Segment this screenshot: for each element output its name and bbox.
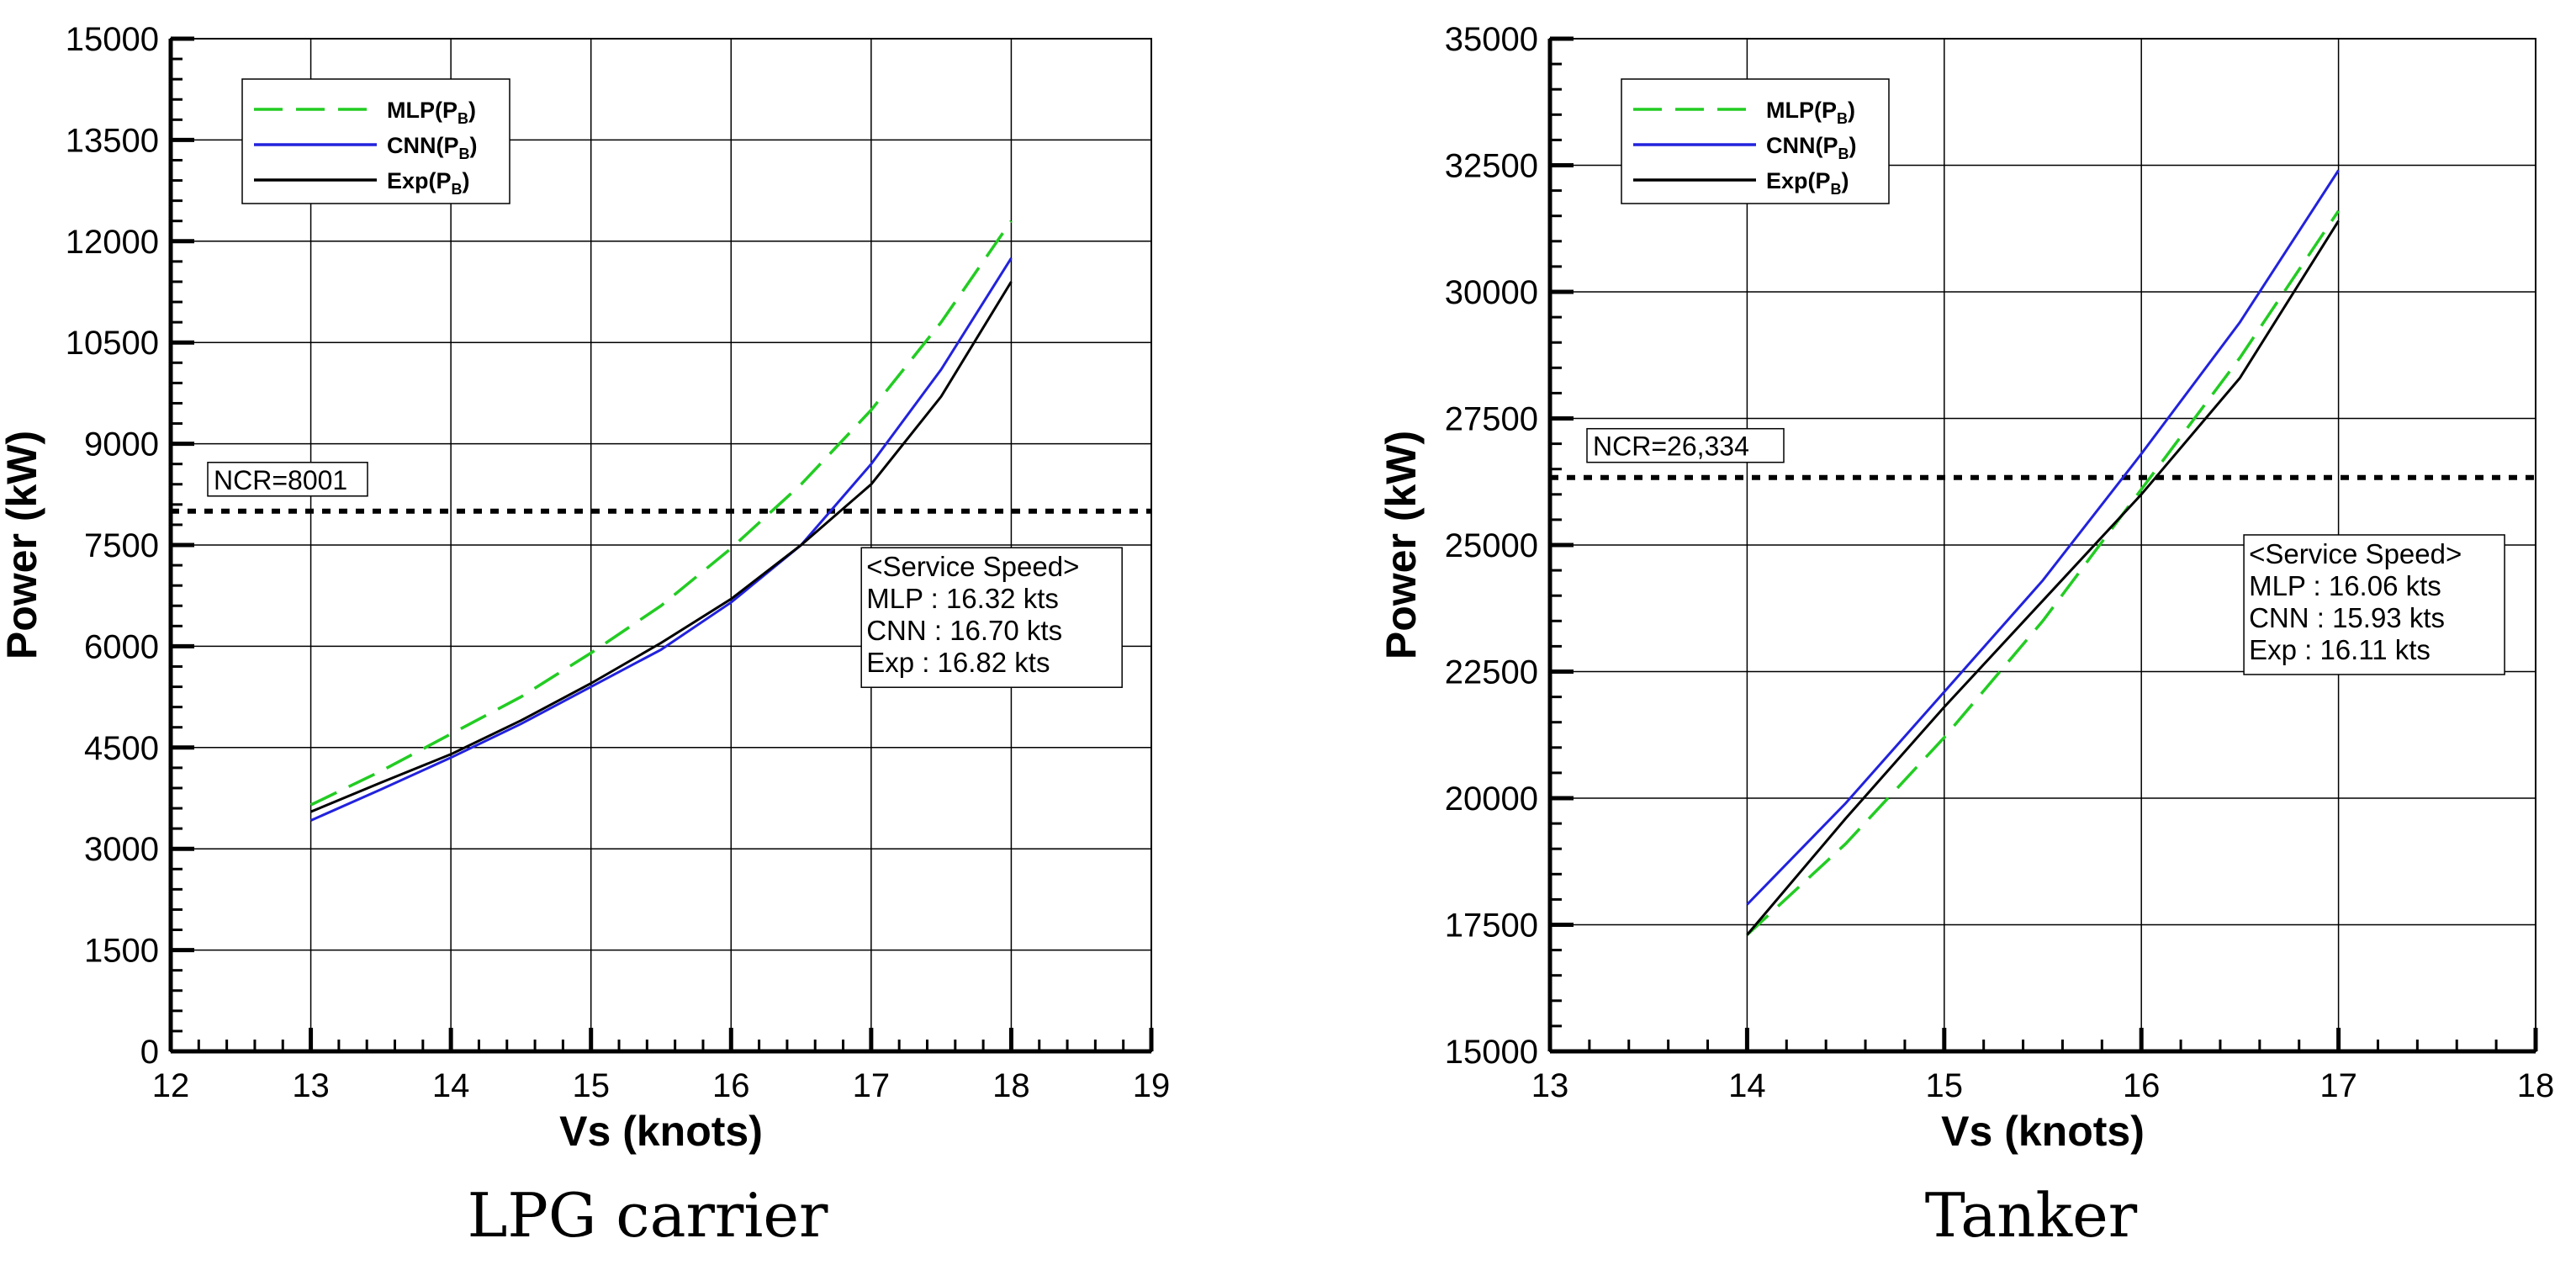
- chart-1: 12 13 14 15 16 17 18 19 0 1500 3000 4500 6000 7500 900…: [0, 21, 1170, 1251]
- x-tick-label: 15: [572, 1067, 610, 1104]
- legend-subscript: B: [1837, 110, 1848, 127]
- legend-entry-mlp: MLP(PB): [1766, 98, 1855, 127]
- y-tick-label: 15000: [66, 21, 159, 58]
- y-axis-title: Power (kW): [1378, 431, 1425, 659]
- legend-entry-exp: Exp(PB): [387, 168, 470, 198]
- legend-entry-mlp: MLP(PB): [387, 98, 476, 127]
- x-tick-label: 16: [712, 1067, 750, 1104]
- x-tick-label: 18: [992, 1067, 1030, 1104]
- series-line-mlp: [1746, 209, 2341, 936]
- legend-subscript: B: [458, 110, 468, 127]
- y-tick-label: 27500: [1445, 401, 1538, 438]
- legend-paren: (P: [1816, 133, 1838, 158]
- legend-entry-cnn: CNN(PB): [1766, 133, 1857, 162]
- y-tick-label: 15000: [1445, 1034, 1538, 1071]
- x-tick-label: 19: [1133, 1067, 1171, 1104]
- series-line-exp: [1746, 220, 2340, 936]
- legend-entry-cnn: CNN(PB): [387, 133, 478, 162]
- legend-box: [1621, 78, 1890, 204]
- legend-paren: (P: [1808, 168, 1831, 193]
- series-line-mlp: [309, 220, 1013, 807]
- legend-subscript: B: [1831, 181, 1842, 198]
- legend-box: [241, 78, 510, 204]
- service-speed-box: [860, 547, 1123, 688]
- x-tick-label: 17: [2319, 1067, 2357, 1104]
- y-tick-label: 6000: [84, 628, 159, 665]
- y-tick-label: 25000: [1445, 527, 1538, 564]
- y-tick-label: 20000: [1445, 781, 1538, 818]
- chart-2: 13 14 15 16 17 18 15000 17500 20000 22500 25000 275…: [1378, 21, 2554, 1251]
- x-tick-label: 13: [1531, 1067, 1569, 1104]
- ncr-label: NCR=8001: [214, 465, 347, 495]
- legend-entry-exp: Exp(PB): [1766, 168, 1849, 198]
- y-tick-label: 12000: [66, 224, 159, 261]
- x-tick-label: 13: [292, 1067, 330, 1104]
- y-tick-label: 4500: [84, 730, 159, 767]
- y-tick-label: 10500: [66, 325, 159, 362]
- x-tick-label: 15: [1926, 1067, 1964, 1104]
- y-tick-label: 35000: [1445, 21, 1538, 58]
- x-tick-label: 12: [152, 1067, 190, 1104]
- service-speed-line: CNN : 15.93 kts: [2249, 602, 2445, 633]
- y-tick-label: 9000: [84, 426, 159, 463]
- y-tick-label: 1500: [84, 933, 159, 970]
- service-speed-line: Exp : 16.82 kts: [866, 647, 1050, 678]
- x-tick-label: 14: [432, 1067, 470, 1104]
- legend-paren: ): [463, 168, 470, 193]
- y-tick-label: 13500: [66, 122, 159, 159]
- chart-caption: Tanker: [1925, 1180, 2138, 1251]
- ncr-label-box: [207, 462, 368, 497]
- service-speed-line: MLP : 16.32 kts: [866, 583, 1059, 614]
- ncr-label-box: [1586, 427, 1785, 463]
- legend-subscript: B: [1838, 146, 1849, 162]
- chart-caption: LPG carrier: [468, 1180, 828, 1251]
- legend-paren: ): [1848, 98, 1855, 123]
- y-tick-label: 30000: [1445, 274, 1538, 311]
- series-line-exp: [310, 281, 1013, 813]
- service-speed-line: <Service Speed>: [2249, 538, 2462, 569]
- legend-series-name: Exp: [1766, 168, 1808, 193]
- legend-subscript: B: [459, 146, 470, 162]
- series-line-cnn: [1746, 169, 2340, 906]
- x-axis-title: Vs (knots): [559, 1108, 763, 1155]
- legend-paren: ): [470, 133, 478, 158]
- ncr-label: NCR=26,334: [1593, 431, 1749, 462]
- legend-series-name: Exp: [387, 168, 429, 193]
- y-tick-label: 32500: [1445, 148, 1538, 185]
- legend-paren: ): [1849, 133, 1857, 158]
- y-tick-label: 7500: [84, 527, 159, 564]
- legend-series-name: CNN: [387, 133, 436, 158]
- service-speed-box: [2243, 534, 2505, 675]
- x-axis-title: Vs (knots): [1941, 1108, 2145, 1155]
- y-tick-label: 22500: [1445, 654, 1538, 691]
- legend-series-name: CNN: [1766, 133, 1816, 158]
- service-speed-line: <Service Speed>: [866, 551, 1079, 582]
- legend-paren: (P: [429, 168, 452, 193]
- legend-paren: (P: [436, 133, 459, 158]
- service-speed-line: MLP : 16.06 kts: [2249, 570, 2441, 601]
- legend-series-name: MLP: [387, 98, 435, 123]
- x-tick-label: 16: [2123, 1067, 2161, 1104]
- x-tick-label: 18: [2517, 1067, 2555, 1104]
- series-line-cnn: [309, 257, 1013, 822]
- x-tick-label: 14: [1728, 1067, 1766, 1104]
- service-speed-line: Exp : 16.11 kts: [2249, 634, 2431, 665]
- y-tick-label: 0: [140, 1034, 159, 1071]
- service-speed-line: CNN : 16.70 kts: [866, 615, 1062, 646]
- y-tick-label: 17500: [1445, 908, 1538, 945]
- legend-paren: ): [468, 98, 476, 123]
- legend-paren: (P: [435, 98, 458, 123]
- y-axis-title: Power (kW): [0, 431, 45, 659]
- legend-paren: (P: [1814, 98, 1837, 123]
- legend-paren: ): [1842, 168, 1849, 193]
- x-tick-label: 17: [853, 1067, 891, 1104]
- legend-series-name: MLP: [1766, 98, 1814, 123]
- legend-subscript: B: [452, 181, 463, 198]
- y-tick-label: 3000: [84, 831, 159, 868]
